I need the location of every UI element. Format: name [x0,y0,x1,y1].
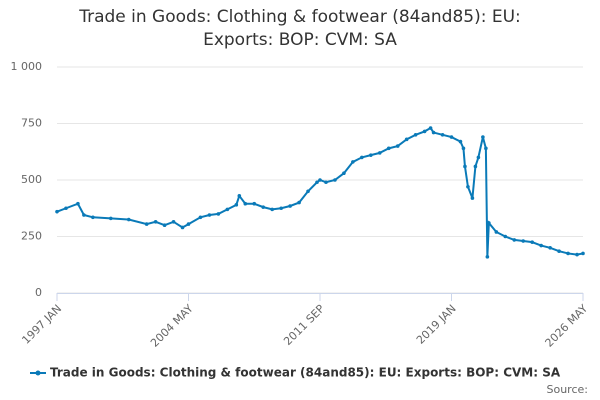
point [82,213,86,217]
point [180,225,185,230]
legend-marker [35,370,41,376]
point [225,207,230,212]
point [377,151,382,155]
point [395,144,400,148]
point [484,146,488,151]
point [306,189,310,194]
point [216,212,221,216]
point [466,184,470,189]
point [55,209,59,214]
point [503,234,508,239]
x-tick-label: 2026 MAY [543,302,591,350]
x-tick-label: 1997 JAN [19,302,64,347]
y-tick-label: 500 [21,173,42,186]
x-tick-label: 2004 MAY [148,302,196,350]
point [318,178,322,182]
y-tick-label: 0 [35,286,42,299]
point [237,194,242,198]
point [487,221,491,225]
point [440,133,445,137]
point [404,137,409,142]
point [463,164,467,169]
point [476,155,481,160]
point [234,203,239,207]
point [76,201,80,206]
point [270,207,274,212]
point [324,180,328,185]
legend-label: Trade in Goods: Clothing & footwear (84a… [50,366,561,380]
point [198,215,203,220]
point [252,201,257,206]
point [581,251,585,256]
point [428,126,433,130]
y-tick-label: 250 [21,230,42,243]
point [126,217,131,222]
point [333,178,337,182]
point [413,133,418,137]
point [548,246,552,250]
point [207,213,212,217]
point [422,129,427,134]
point [530,240,534,244]
point [360,155,364,160]
point [243,201,248,206]
point [566,251,570,256]
point [461,146,466,151]
x-tick-label: 2011 SEP [281,302,327,348]
point [342,171,346,176]
point [64,206,68,211]
point [171,220,176,224]
point [449,135,454,139]
point [521,239,526,243]
point [557,249,561,253]
point [473,164,478,169]
point [458,139,463,144]
point [91,215,95,220]
point [431,130,436,135]
point [575,252,579,257]
point [153,220,158,224]
point [512,238,517,242]
point [144,222,149,226]
point [297,200,301,205]
y-tick-label: 1 000 [11,60,43,73]
point [186,222,191,226]
point [351,160,355,164]
point [288,204,292,208]
point [470,196,475,200]
point [369,153,373,157]
y-tick-label: 750 [21,117,42,130]
point [485,255,490,259]
chart-title: Trade in Goods: Clothing & footwear (84a… [79,7,521,50]
point [386,146,391,151]
point [162,223,167,227]
source-label: Source: [547,383,589,396]
point [539,243,543,248]
point [494,230,499,234]
point [481,135,485,139]
point [315,180,319,185]
point [279,206,283,211]
point [261,205,266,209]
point [108,216,113,221]
x-tick-label: 2019 JAN [414,302,459,347]
